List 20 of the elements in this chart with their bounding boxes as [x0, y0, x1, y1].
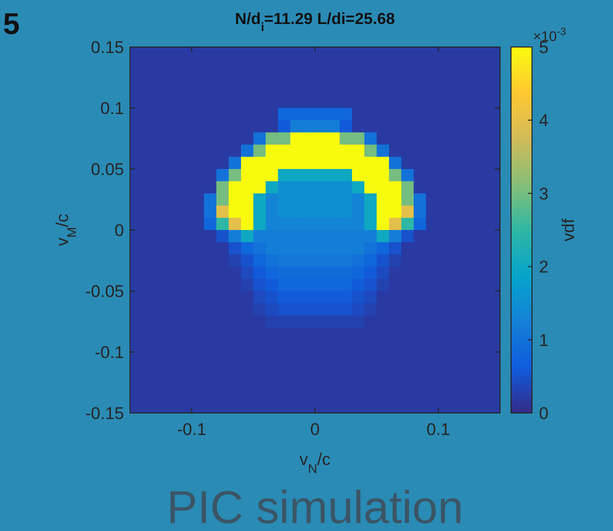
- y-tick-label: 0.05: [90, 160, 124, 179]
- y-tick-label: -0.15: [85, 404, 124, 423]
- y-tick-label: 0: [114, 221, 124, 240]
- color-bar-label: 3: [539, 184, 548, 204]
- x-tick-label: 0.1: [426, 420, 450, 439]
- x-tick-label: 0: [310, 420, 320, 439]
- y-tick-label: -0.1: [94, 343, 124, 362]
- color-bar-label: 4: [539, 111, 548, 130]
- color-bar-label: 1: [539, 330, 548, 350]
- color-bar-label: 0: [539, 404, 548, 423]
- y-tick-label: 0.15: [90, 38, 124, 57]
- x-tick-label: -0.1: [177, 420, 206, 439]
- chart-title: N/d$_{i}$=11.29 L/di=25.68: [235, 11, 396, 34]
- x-axis-title: v$_{N}$/c: [300, 450, 331, 476]
- y-tick-label: 0.1: [100, 99, 124, 118]
- color-bar-label: 2: [539, 258, 548, 277]
- y-tick-label: -0.05: [85, 282, 124, 301]
- color-bar-title: vdf: [559, 218, 578, 242]
- text: 5: [3, 8, 20, 41]
- text: PIC simulation: [166, 481, 464, 531]
